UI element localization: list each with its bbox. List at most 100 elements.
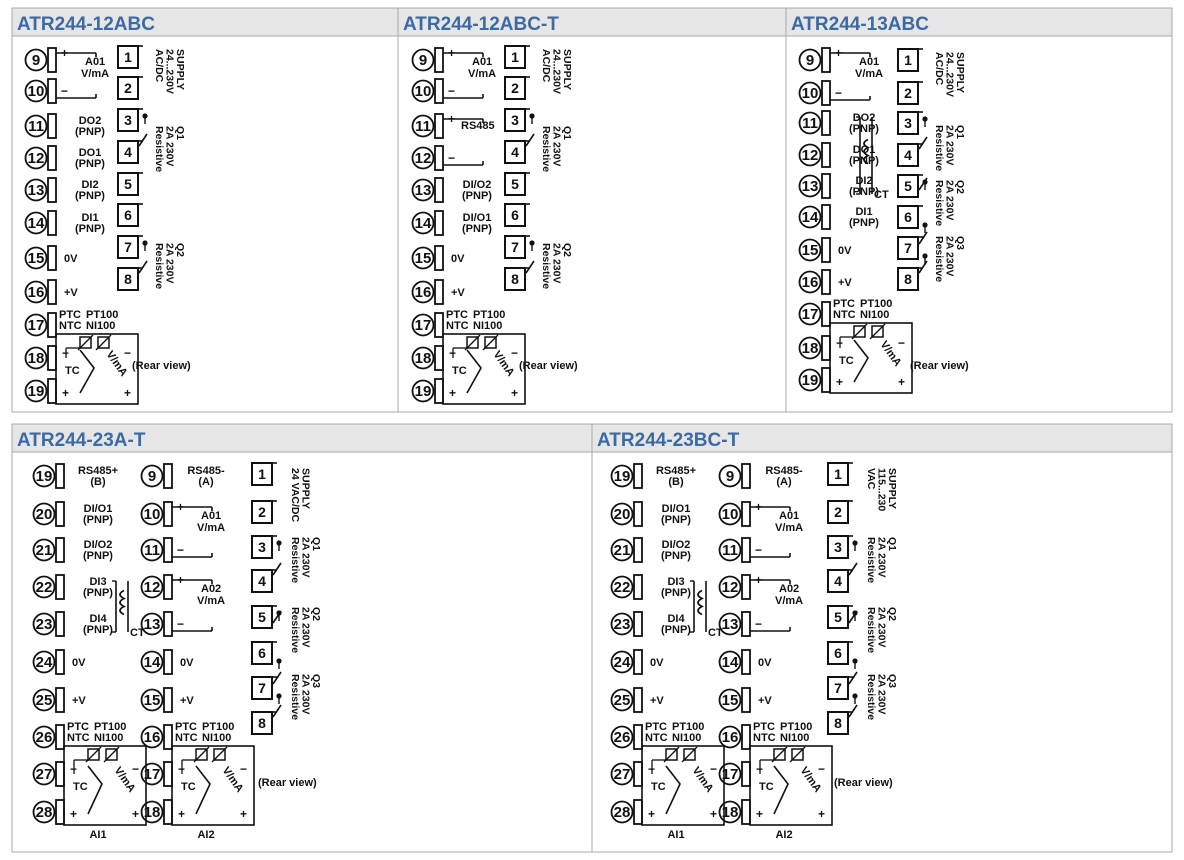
resistor-symbol [683, 748, 696, 761]
square-terminal [827, 569, 849, 593]
tc-label: TC [181, 781, 196, 793]
relay-label-line: Q2 [310, 607, 322, 621]
terminal-number: 15 [144, 692, 161, 709]
terminal-number: 2 [834, 504, 842, 520]
terminal-label: V/mA [197, 522, 225, 534]
terminal-sublabel: (PNP) [75, 126, 105, 138]
terminal-21: 21 DI/O2(PNP) [32, 537, 113, 563]
terminal-number: 18 [802, 340, 819, 357]
terminal-number: 8 [834, 715, 842, 731]
terminal-circle [610, 650, 634, 674]
terminal-number: 28 [614, 804, 631, 821]
terminal-label: NI100 [672, 732, 701, 744]
terminal-number: 12 [415, 150, 432, 167]
relay-label-line: Q2 [561, 243, 573, 257]
relay-label-line: Q3 [310, 674, 322, 688]
terminal-number: 1 [904, 52, 912, 68]
terminal-circle [24, 280, 48, 304]
tc-minus: − [756, 762, 763, 776]
wire-line [464, 334, 481, 351]
ai-label: AI1 [667, 829, 684, 841]
relay-label-line: Resistive [153, 126, 165, 172]
terminal-tab [55, 463, 65, 489]
terminal-label: PTC [645, 721, 667, 733]
terminal-tab [163, 799, 173, 825]
terminal-number: 20 [36, 506, 53, 523]
terminal-number: 18 [722, 804, 739, 821]
terminal-number: 2 [904, 85, 912, 101]
panel-frame [785, 7, 1173, 413]
panel-title: ATR244-23BC-T [597, 430, 740, 451]
terminal-label: RS485 [461, 120, 495, 132]
terminal-circle [140, 502, 164, 526]
terminal-number: 11 [28, 118, 44, 135]
terminal-tab [434, 78, 444, 104]
square-terminal [827, 641, 849, 665]
terminal-number: 16 [28, 284, 45, 301]
wire-line [848, 562, 858, 576]
terminal-10: 10 − [798, 80, 842, 106]
terminal-tab [434, 177, 444, 203]
wire-line [771, 746, 788, 763]
terminal-number: 4 [904, 147, 912, 163]
terminal-tab [434, 47, 444, 73]
terminal-tab [434, 345, 444, 371]
terminal-2: 2 [897, 81, 923, 105]
relay-label-line: 2A 230V [164, 126, 176, 166]
terminal-15: 15 +V [718, 687, 772, 713]
terminal-28: 28 [32, 799, 65, 825]
ai-label: AI2 [775, 829, 792, 841]
terminal-4: 4 [117, 140, 143, 164]
terminal-3: 3 [897, 111, 923, 135]
terminal-label: A01 [201, 510, 221, 522]
terminal-tab [741, 799, 751, 825]
terminal-sign: − [177, 617, 184, 631]
terminal-14: 14 0V [718, 649, 772, 675]
terminal-label: 0V [72, 657, 86, 669]
terminal-label: PTC [175, 721, 197, 733]
tc-label: TC [65, 365, 80, 377]
terminal-number: 1 [258, 466, 266, 482]
wire-line [663, 746, 680, 763]
sensor-frame [171, 745, 255, 826]
terminal-tab [821, 237, 831, 263]
terminal-tab [741, 611, 751, 637]
terminal-2: 2 [251, 500, 277, 524]
relay-label-line: Q1 [174, 126, 186, 140]
terminal-number: 6 [124, 207, 132, 223]
supply-label-line: VAC [865, 468, 877, 490]
terminal-number: 17 [415, 317, 432, 334]
terminal-label: NTC [753, 732, 776, 744]
terminal-number: 9 [419, 52, 427, 69]
terminal-tab [55, 799, 65, 825]
rear-view-label: (Rear view) [910, 360, 969, 372]
square-terminal [504, 203, 526, 227]
terminal-number: 11 [144, 542, 160, 559]
terminal-label: 0V [180, 657, 194, 669]
vma-minus: − [240, 762, 247, 776]
terminal-7: 7 [897, 236, 923, 260]
panel-frame [11, 423, 593, 853]
terminal-circle [140, 575, 164, 599]
terminal-sublabel: (PNP) [75, 223, 105, 235]
terminal-23: 23 DI4(PNP) [32, 611, 113, 637]
terminal-number: 14 [802, 209, 819, 226]
terminal-tab [163, 463, 173, 489]
terminal-circle [32, 688, 56, 712]
terminal-label: A01 [472, 56, 492, 68]
terminal-circle [718, 725, 742, 749]
terminal-circle [610, 688, 634, 712]
tc-plus: + [70, 807, 77, 821]
terminal-circle [140, 464, 164, 488]
terminal-circle [718, 502, 742, 526]
terminal-tab [741, 761, 751, 787]
terminal-6: 6 [504, 203, 530, 227]
supply-label-line: AC/DC [933, 52, 945, 86]
terminal-number: 13 [722, 616, 739, 633]
relay-label-line: 2A 230V [300, 537, 312, 577]
